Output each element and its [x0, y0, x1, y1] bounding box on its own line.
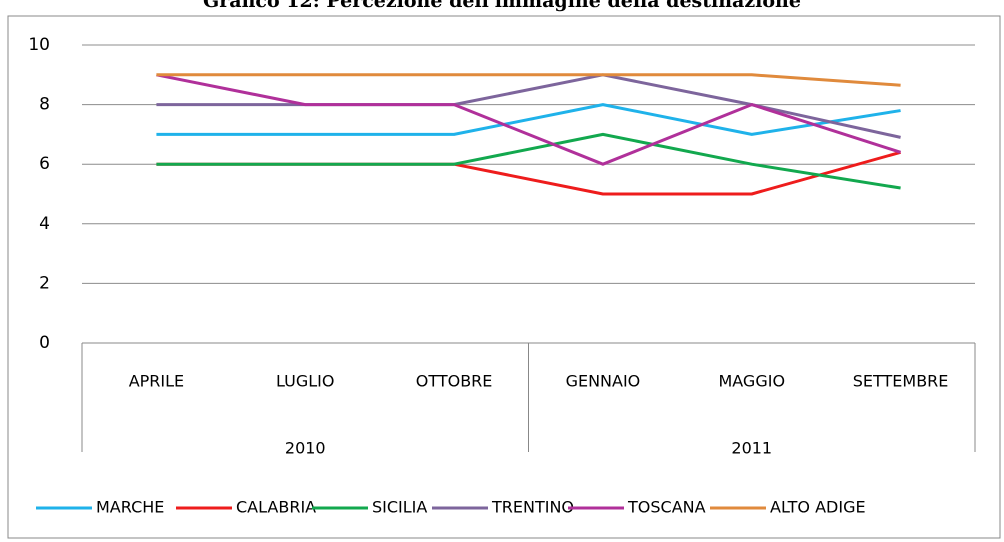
y-tick-label: 0 — [39, 333, 50, 353]
y-tick-label: 4 — [39, 214, 50, 234]
y-tick-label: 10 — [28, 35, 50, 55]
group-label: 2011 — [731, 439, 772, 458]
series-line — [156, 103, 901, 136]
legend-label: SICILIA — [372, 498, 427, 517]
legend-label: MARCHE — [96, 498, 164, 517]
y-tick-label: 2 — [39, 273, 50, 293]
x-tick-label: GENNAIO — [566, 372, 641, 391]
series-line — [156, 73, 902, 166]
series-line — [156, 73, 901, 87]
legend-label: CALABRIA — [236, 498, 316, 517]
y-tick-label: 8 — [39, 95, 50, 115]
x-tick-label: OTTOBRE — [416, 372, 493, 391]
x-tick-label: APRILE — [129, 372, 184, 391]
legend-label: TRENTINO — [491, 498, 574, 517]
series-line — [156, 150, 901, 196]
y-tick-label: 6 — [39, 154, 50, 174]
chart-border — [7, 15, 1001, 539]
legend-label: ALTO ADIGE — [770, 498, 866, 517]
x-tick-label: LUGLIO — [276, 372, 334, 391]
x-tick-label: MAGGIO — [718, 372, 785, 391]
series-line — [156, 73, 901, 139]
x-tick-label: SETTEMBRE — [853, 372, 949, 391]
legend-label: TOSCANA — [627, 498, 706, 517]
series-line — [156, 132, 901, 190]
group-label: 2010 — [285, 439, 326, 458]
chart-title: Grafico 12: Percezione dell'immagine del… — [203, 0, 801, 12]
